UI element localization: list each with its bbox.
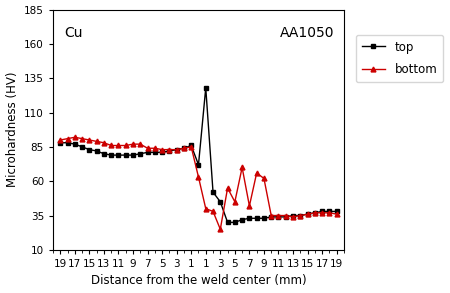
bottom	[210, 210, 216, 213]
top	[94, 149, 99, 153]
top	[261, 217, 267, 220]
top	[320, 210, 325, 213]
top	[145, 151, 150, 154]
top	[203, 86, 208, 90]
top	[166, 149, 172, 153]
top	[254, 217, 259, 220]
bottom	[87, 138, 92, 142]
top	[334, 210, 339, 213]
bottom	[305, 212, 310, 216]
top	[327, 210, 332, 213]
bottom	[261, 177, 267, 180]
Legend: top, bottom: top, bottom	[356, 35, 443, 82]
bottom	[269, 214, 274, 217]
Line: top: top	[58, 85, 339, 225]
bottom	[101, 141, 107, 144]
Y-axis label: Microhardness (HV): Microhardness (HV)	[5, 72, 18, 188]
bottom	[79, 137, 85, 140]
top	[138, 152, 143, 156]
bottom	[108, 144, 114, 147]
top	[189, 144, 194, 147]
bottom	[94, 140, 99, 143]
top	[87, 148, 92, 151]
bottom	[283, 214, 288, 217]
top	[247, 217, 252, 220]
bottom	[130, 142, 136, 146]
Line: bottom: bottom	[58, 135, 339, 232]
bottom	[247, 204, 252, 208]
top	[174, 148, 180, 151]
bottom	[312, 211, 318, 214]
bottom	[72, 135, 77, 139]
top	[218, 200, 223, 204]
bottom	[203, 207, 208, 210]
top	[181, 146, 187, 150]
top	[232, 221, 238, 224]
top	[108, 153, 114, 157]
Text: Cu: Cu	[65, 26, 83, 40]
top	[79, 145, 85, 149]
top	[159, 151, 165, 154]
bottom	[254, 171, 259, 175]
top	[305, 212, 310, 216]
bottom	[166, 148, 172, 151]
bottom	[196, 175, 201, 179]
top	[276, 215, 281, 219]
bottom	[218, 227, 223, 231]
bottom	[276, 214, 281, 217]
bottom	[123, 144, 128, 147]
top	[239, 218, 245, 222]
top	[65, 141, 70, 144]
bottom	[138, 142, 143, 146]
top	[225, 221, 230, 224]
top	[101, 152, 107, 156]
bottom	[334, 212, 339, 216]
top	[283, 215, 288, 219]
top	[72, 142, 77, 146]
top	[297, 214, 303, 217]
top	[210, 190, 216, 194]
bottom	[152, 146, 158, 150]
bottom	[159, 148, 165, 151]
bottom	[297, 214, 303, 217]
bottom	[174, 148, 180, 151]
bottom	[239, 166, 245, 169]
bottom	[65, 137, 70, 140]
bottom	[116, 144, 121, 147]
bottom	[145, 146, 150, 150]
top	[152, 151, 158, 154]
bottom	[327, 211, 332, 214]
top	[130, 153, 136, 157]
top	[312, 211, 318, 214]
bottom	[232, 200, 238, 204]
top	[290, 214, 296, 217]
bottom	[181, 146, 187, 150]
top	[116, 153, 121, 157]
bottom	[58, 138, 63, 142]
bottom	[320, 211, 325, 214]
top	[269, 215, 274, 219]
bottom	[290, 215, 296, 219]
X-axis label: Distance from the weld center (mm): Distance from the weld center (mm)	[90, 275, 306, 287]
top	[123, 153, 128, 157]
bottom	[189, 145, 194, 149]
top	[58, 141, 63, 144]
top	[196, 163, 201, 166]
Text: AA1050: AA1050	[280, 26, 334, 40]
bottom	[225, 186, 230, 190]
